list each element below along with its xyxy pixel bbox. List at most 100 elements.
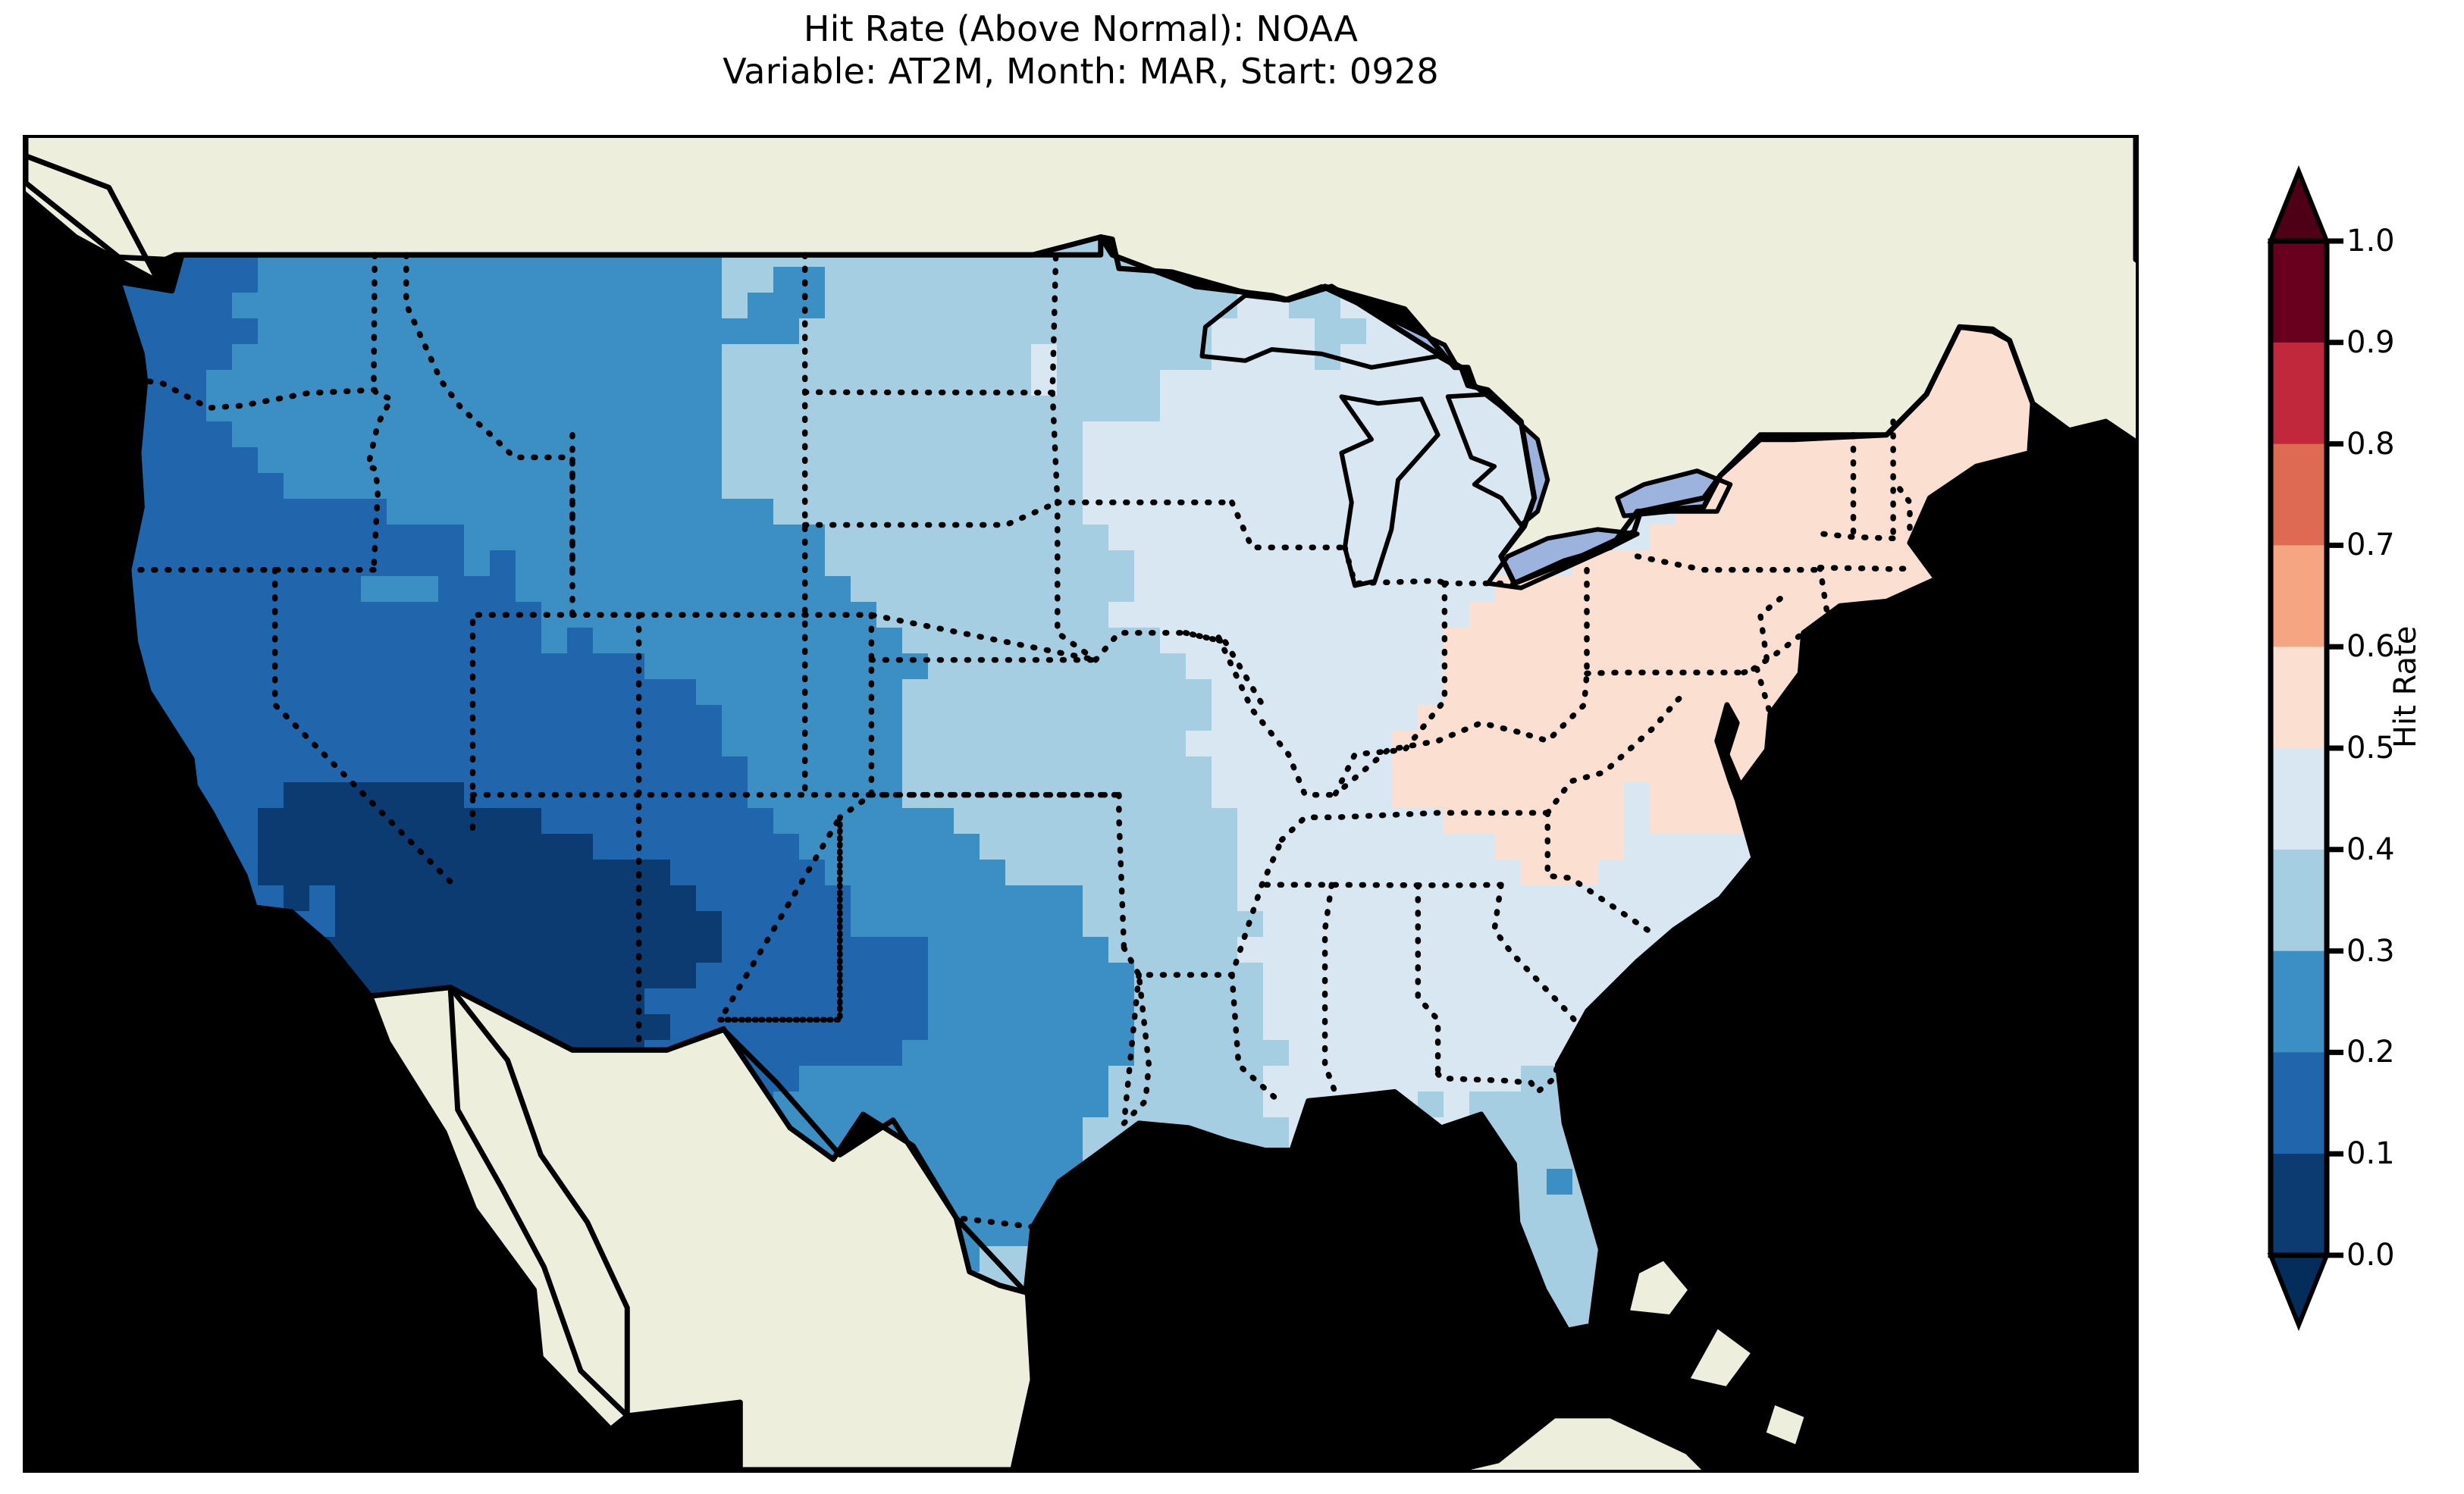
hit-rate-cell: [851, 1066, 877, 1092]
hit-rate-cell: [387, 963, 413, 989]
hit-rate-cell: [387, 679, 413, 706]
hit-rate-cell: [902, 756, 929, 783]
hit-rate-cell: [1676, 756, 1702, 783]
hit-rate-cell: [541, 756, 568, 783]
hit-rate-cell: [1005, 705, 1032, 731]
hit-rate-cell: [284, 525, 310, 551]
hit-rate-cell: [619, 499, 645, 525]
hit-rate-cell: [335, 653, 362, 680]
hit-rate-cell: [490, 885, 516, 912]
hit-rate-cell: [593, 756, 619, 783]
hit-rate-cell: [748, 756, 774, 783]
hit-rate-cell: [1083, 679, 1109, 706]
hit-rate-cell: [876, 602, 903, 628]
hit-rate-cell: [1547, 705, 1573, 731]
hit-rate-cell: [1186, 653, 1212, 680]
hit-rate-cell: [954, 499, 980, 525]
hit-rate-cell: [722, 808, 748, 835]
hit-rate-cell: [1340, 963, 1367, 989]
hit-rate-cell: [155, 499, 181, 525]
hit-rate-cell: [1160, 782, 1187, 809]
hit-rate-cell: [412, 782, 439, 809]
hit-rate-cell: [516, 396, 542, 422]
hit-rate-cell: [928, 911, 955, 938]
hit-rate-cell: [1289, 679, 1315, 706]
hit-rate-cell: [1650, 885, 1676, 912]
hit-rate-cell: [335, 318, 362, 345]
hit-rate-cell: [1160, 731, 1187, 757]
hit-rate-cell: [954, 963, 980, 989]
hit-rate-cell: [773, 1066, 800, 1092]
hit-rate-cell: [954, 756, 980, 783]
hit-rate-cell: [309, 602, 336, 628]
hit-rate-cell: [851, 834, 877, 860]
hit-rate-cell: [567, 808, 594, 835]
hit-rate-cell: [1392, 628, 1419, 654]
hit-rate-cell: [335, 550, 362, 577]
hit-rate-cell: [670, 756, 697, 783]
hit-rate-cell: [232, 318, 259, 345]
hit-rate-cell: [387, 318, 413, 345]
hit-rate-cell: [670, 834, 697, 860]
hit-rate-cell: [1959, 396, 1986, 422]
hit-rate-cell: [387, 576, 413, 603]
hit-rate-cell: [567, 267, 594, 293]
hit-rate-cell: [1083, 1092, 1109, 1118]
state-border: [1049, 390, 1099, 663]
hit-rate-cell: [490, 731, 516, 757]
hit-rate-cell: [1134, 808, 1161, 835]
hit-rate-cell: [1186, 885, 1212, 912]
hit-rate-cell: [1444, 602, 1470, 628]
hit-rate-cell: [1572, 1246, 1599, 1273]
hit-rate-cell: [1804, 525, 1831, 551]
hit-rate-cell: [464, 499, 491, 525]
hit-rate-cell: [954, 1169, 980, 1195]
hit-rate-cell: [1212, 396, 1238, 422]
hit-rate-cell: [954, 447, 980, 474]
hit-rate-cell: [1676, 834, 1702, 860]
hit-rate-cell: [876, 988, 903, 1015]
bahamas-coastline-2: [1761, 1400, 1810, 1450]
hit-rate-cell: [954, 602, 980, 628]
hit-rate-cell: [980, 1040, 1006, 1066]
hit-rate-cell: [1366, 1014, 1393, 1041]
hit-rate-cell: [1186, 834, 1212, 860]
hit-rate-cell: [387, 911, 413, 938]
hit-rate-cell: [1263, 808, 1290, 835]
hit-rate-cell: [928, 937, 955, 963]
hit-rate-cell: [1160, 550, 1187, 577]
hit-rate-cell: [876, 447, 903, 474]
hit-rate-cell: [722, 550, 748, 577]
hit-rate-cell: [954, 988, 980, 1015]
hit-rate-cell: [1237, 860, 1264, 886]
hit-rate-cell: [1057, 679, 1083, 706]
hit-rate-cell: [1212, 1092, 1238, 1118]
hit-rate-cell: [516, 911, 542, 938]
hit-rate-cell: [954, 293, 980, 319]
hit-rate-cell: [722, 731, 748, 757]
hit-rate-cell: [155, 653, 181, 680]
hit-rate-cell: [361, 473, 387, 500]
hit-rate-cell: [1108, 1014, 1135, 1041]
hit-rate-cell: [1392, 937, 1419, 963]
hit-rate-cell: [670, 447, 697, 474]
hit-rate-cell: [464, 525, 491, 551]
hit-rate-cell: [1444, 499, 1470, 525]
state-border: [365, 252, 394, 573]
state-border: [1229, 500, 1348, 550]
hit-rate-cell: [696, 705, 723, 731]
hit-rate-cell: [541, 421, 568, 448]
hit-rate-cell: [1005, 1117, 1032, 1144]
hit-rate-cell: [309, 344, 336, 371]
hit-rate-cell: [1108, 473, 1135, 500]
hit-rate-cell: [309, 628, 336, 654]
hit-rate-cell: [387, 705, 413, 731]
hit-rate-cell: [309, 525, 336, 551]
colorbar-band: [2271, 342, 2327, 445]
hit-rate-cell: [1392, 885, 1419, 912]
hit-rate-cell: [1134, 911, 1161, 938]
hit-rate-cell: [1444, 550, 1470, 577]
hit-rate-cell: [928, 628, 955, 654]
hit-rate-cell: [490, 267, 516, 293]
hit-rate-cell: [180, 293, 207, 319]
